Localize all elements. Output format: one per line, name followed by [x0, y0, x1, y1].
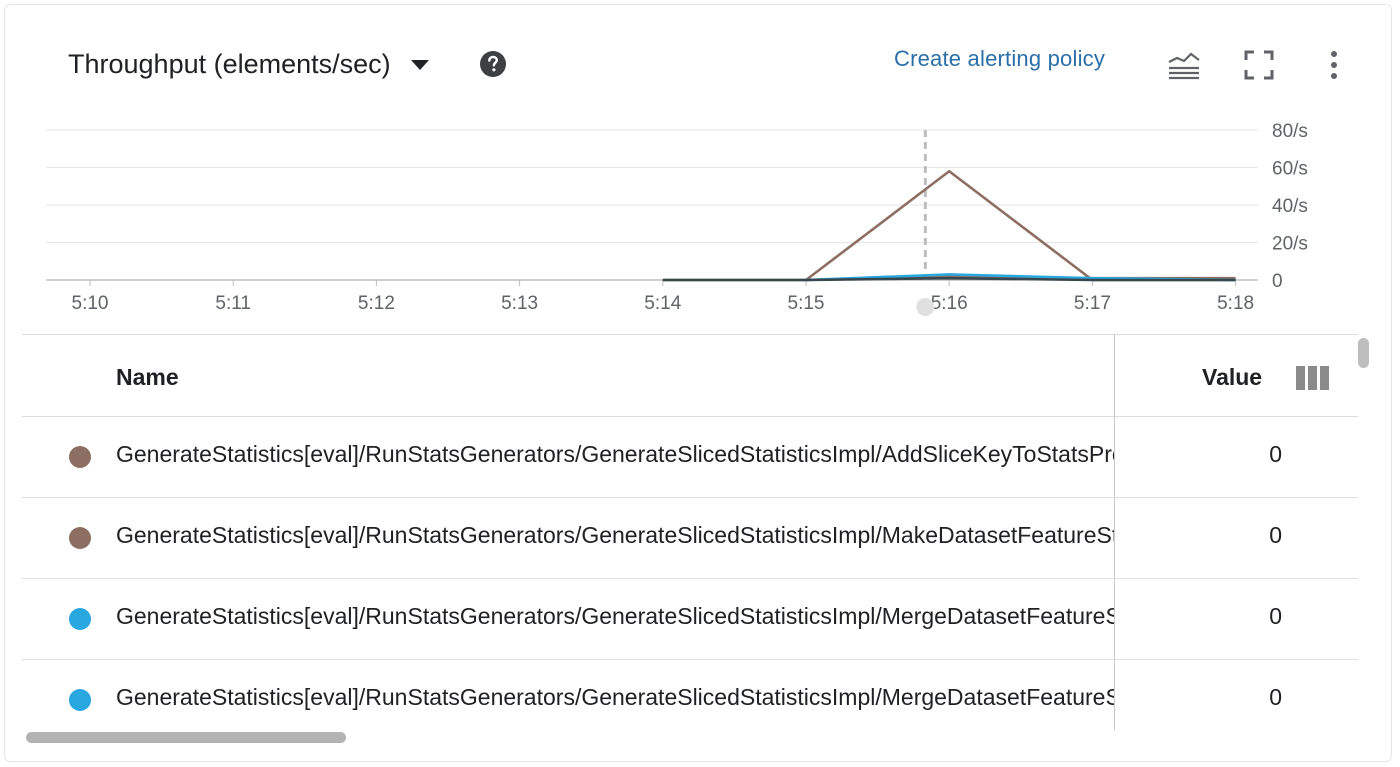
- x-tick-label: 5:10: [72, 293, 109, 314]
- series-value: 0: [1269, 441, 1282, 467]
- help-circle-icon[interactable]: [479, 50, 507, 78]
- series-color-dot: [69, 527, 91, 549]
- x-tick-label: 5:18: [1217, 293, 1254, 314]
- vertical-scrollbar[interactable]: [1358, 338, 1369, 368]
- y-tick-label: 80/s: [1272, 121, 1308, 142]
- series-color-dot: [69, 689, 91, 711]
- x-axis-ticks: 5:10 5:11 5:12 5:13 5:14 5:15 5:16 5:17 5:18: [72, 280, 1254, 314]
- x-tick-label: 5:13: [501, 293, 538, 314]
- table-top-border: [22, 334, 1358, 335]
- chart-gridlines: [46, 129, 1258, 281]
- row-divider: [22, 497, 1358, 498]
- series-value: 0: [1269, 603, 1282, 629]
- x-tick-label: 5:12: [358, 293, 395, 314]
- series-name: GenerateStatistics[eval]/RunStatsGenerat…: [116, 522, 1114, 548]
- x-tick-label: 5:14: [644, 293, 681, 314]
- chart-series: [662, 169, 1236, 282]
- series-name: GenerateStatistics[eval]/RunStatsGenerat…: [116, 684, 1114, 710]
- series-line: [662, 276, 1236, 282]
- cursor-handle: [916, 298, 935, 316]
- x-tick-label: 5:15: [788, 293, 825, 314]
- caret-down-icon[interactable]: [410, 60, 429, 70]
- horizontal-scrollbar[interactable]: [26, 732, 346, 743]
- series-name: GenerateStatistics[eval]/RunStatsGenerat…: [116, 441, 1114, 467]
- series-line: [662, 169, 1236, 282]
- row-divider: [22, 659, 1358, 660]
- table-row[interactable]: GenerateStatistics[eval]/RunStatsGenerat…: [22, 660, 1358, 741]
- y-tick-label: 60/s: [1272, 159, 1308, 180]
- row-divider: [22, 578, 1358, 579]
- series-name: GenerateStatistics[eval]/RunStatsGenerat…: [116, 603, 1114, 629]
- table-row[interactable]: GenerateStatistics[eval]/RunStatsGenerat…: [22, 417, 1358, 498]
- y-axis-ticks: 80/s 60/s 40/s 20/s 0: [1272, 121, 1308, 292]
- series-color-dot: [69, 446, 91, 468]
- table-row[interactable]: GenerateStatistics[eval]/RunStatsGenerat…: [22, 498, 1358, 579]
- hover-cursor[interactable]: [916, 130, 935, 316]
- column-header-name[interactable]: Name: [116, 364, 179, 390]
- legend-icon[interactable]: [1167, 48, 1201, 82]
- column-divider: [1114, 334, 1115, 730]
- x-tick-label: 5:11: [215, 293, 251, 314]
- column-header-value[interactable]: Value: [1202, 364, 1263, 390]
- more-vert-icon[interactable]: [1317, 48, 1351, 82]
- column-picker-icon[interactable]: [1296, 366, 1330, 390]
- create-alerting-policy-link[interactable]: Create alerting policy: [894, 46, 1106, 71]
- chart-title-dropdown[interactable]: Throughput (elements/sec): [68, 44, 429, 84]
- series-table: Name Value GenerateStatistics[eval]/RunS…: [22, 334, 1358, 734]
- table-row[interactable]: GenerateStatistics[eval]/RunStatsGenerat…: [22, 579, 1358, 660]
- chart-title: Throughput (elements/sec): [68, 48, 391, 79]
- series-value: 0: [1269, 522, 1282, 548]
- x-tick-label: 5:16: [931, 293, 968, 314]
- series-value: 0: [1269, 684, 1282, 710]
- table-header-divider: [22, 416, 1358, 417]
- y-tick-label: 20/s: [1272, 234, 1308, 255]
- x-tick-label: 5:17: [1074, 293, 1111, 314]
- y-tick-label: 40/s: [1272, 196, 1308, 217]
- series-color-dot: [69, 608, 91, 630]
- y-tick-label: 0: [1272, 271, 1283, 292]
- fullscreen-icon[interactable]: [1242, 48, 1276, 82]
- throughput-chart[interactable]: 80/s60/s40/s20/s0 5:10 5:11 5:12 5:13 5:14 5:…: [0, 0, 1400, 330]
